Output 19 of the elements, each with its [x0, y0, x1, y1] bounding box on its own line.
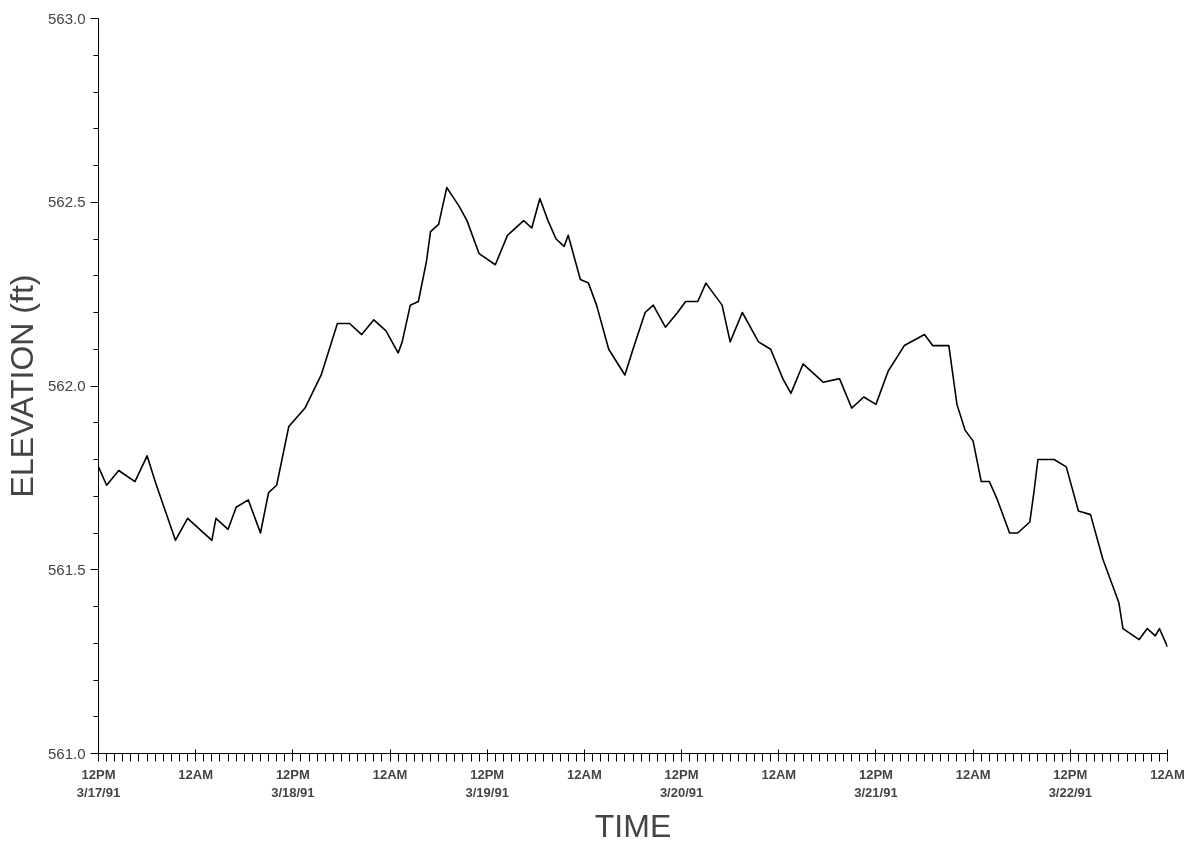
x-tick-label: 12AM [178, 766, 214, 782]
y-tick-label: 563.0 [47, 9, 86, 27]
x-tick-label: 12PM 3/22/91 [1048, 766, 1093, 800]
y-tick-label: 561.0 [47, 744, 86, 762]
x-tick-label: 12PM 3/19/91 [465, 766, 509, 800]
x-tick-label: 12AM [955, 766, 991, 782]
x-axis-title: TIME [594, 807, 672, 844]
y-tick-label: 562.0 [47, 377, 86, 394]
x-tick-label: 12PM 3/18/91 [271, 766, 315, 800]
y-tick-label: 561.5 [47, 560, 86, 578]
x-tick-label: 12PM 3/20/91 [659, 766, 704, 800]
x-tick-label: 12AM [1150, 766, 1185, 782]
x-tick-label: 12AM [372, 766, 408, 782]
x-tick-label: 12AM [567, 766, 602, 782]
y-tick-label: 562.5 [47, 193, 86, 211]
x-tick-label: 12PM 3/17/91 [76, 766, 121, 800]
x-tick-label: 12PM 3/21/91 [854, 766, 898, 800]
y-axis-title: ELEVATION (ft) [3, 274, 40, 498]
x-tick-label: 12AM [761, 766, 797, 782]
